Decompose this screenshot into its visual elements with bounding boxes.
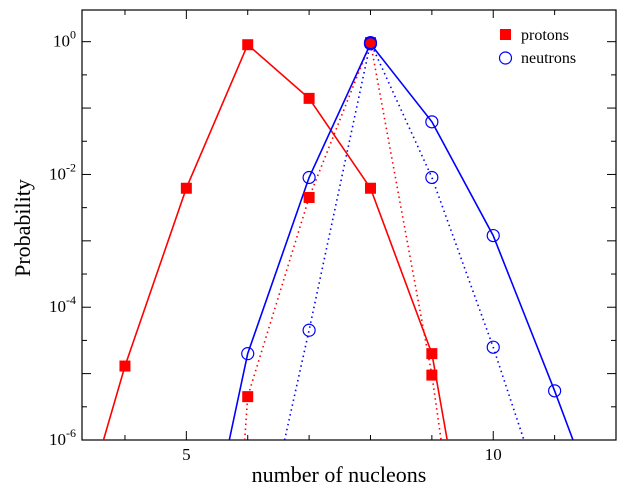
series-markers <box>119 35 562 403</box>
neutrons-dotted-line <box>283 40 525 440</box>
y-tick-label: 10-6 <box>49 426 76 449</box>
y-tick-label: 100 <box>53 28 76 51</box>
neutrons-point <box>548 384 562 398</box>
protons-point <box>242 39 254 51</box>
protons-point <box>242 391 254 403</box>
plot-frame <box>81 9 617 441</box>
protons-point <box>426 348 438 360</box>
neutrons-point <box>363 35 378 50</box>
x-tick-label: 5 <box>182 445 191 464</box>
protons-point <box>303 92 315 104</box>
protons-point <box>426 369 438 381</box>
neutrons-solid-line <box>228 42 574 440</box>
protons-solid-line <box>102 43 448 440</box>
y-axis-ticks: 10-6 10-4 10-2 100 <box>49 28 616 449</box>
x-tick-label: 10 <box>485 445 502 464</box>
legend-neutrons-marker <box>498 51 513 65</box>
neutrons-point <box>302 323 316 337</box>
protons-point <box>303 191 315 203</box>
legend-box <box>477 18 607 70</box>
neutrons-point <box>425 115 439 129</box>
series-lines <box>102 39 574 440</box>
legend-neutrons-label: neutrons <box>521 50 576 67</box>
neutrons-point <box>241 347 255 361</box>
y-tick-label: 10-2 <box>49 160 76 183</box>
legend: protons neutrons <box>477 18 607 70</box>
y-axis-label: Probability <box>10 179 35 277</box>
legend-protons-marker <box>500 29 511 40</box>
protons-point <box>364 37 376 49</box>
protons-point <box>119 360 131 372</box>
protons-point <box>364 182 376 194</box>
protons-dotted-line <box>243 39 442 440</box>
neutrons-point <box>425 170 439 185</box>
neutrons-point <box>302 170 316 185</box>
x-axis-label: number of nucleons <box>252 462 427 487</box>
legend-protons-label: protons <box>521 27 569 44</box>
protons-point <box>180 182 192 194</box>
neutrons-point <box>486 228 500 243</box>
x-axis-ticks: 5 10 <box>124 10 617 464</box>
y-tick-label: 10-4 <box>49 293 76 316</box>
neutrons-point <box>486 340 500 354</box>
